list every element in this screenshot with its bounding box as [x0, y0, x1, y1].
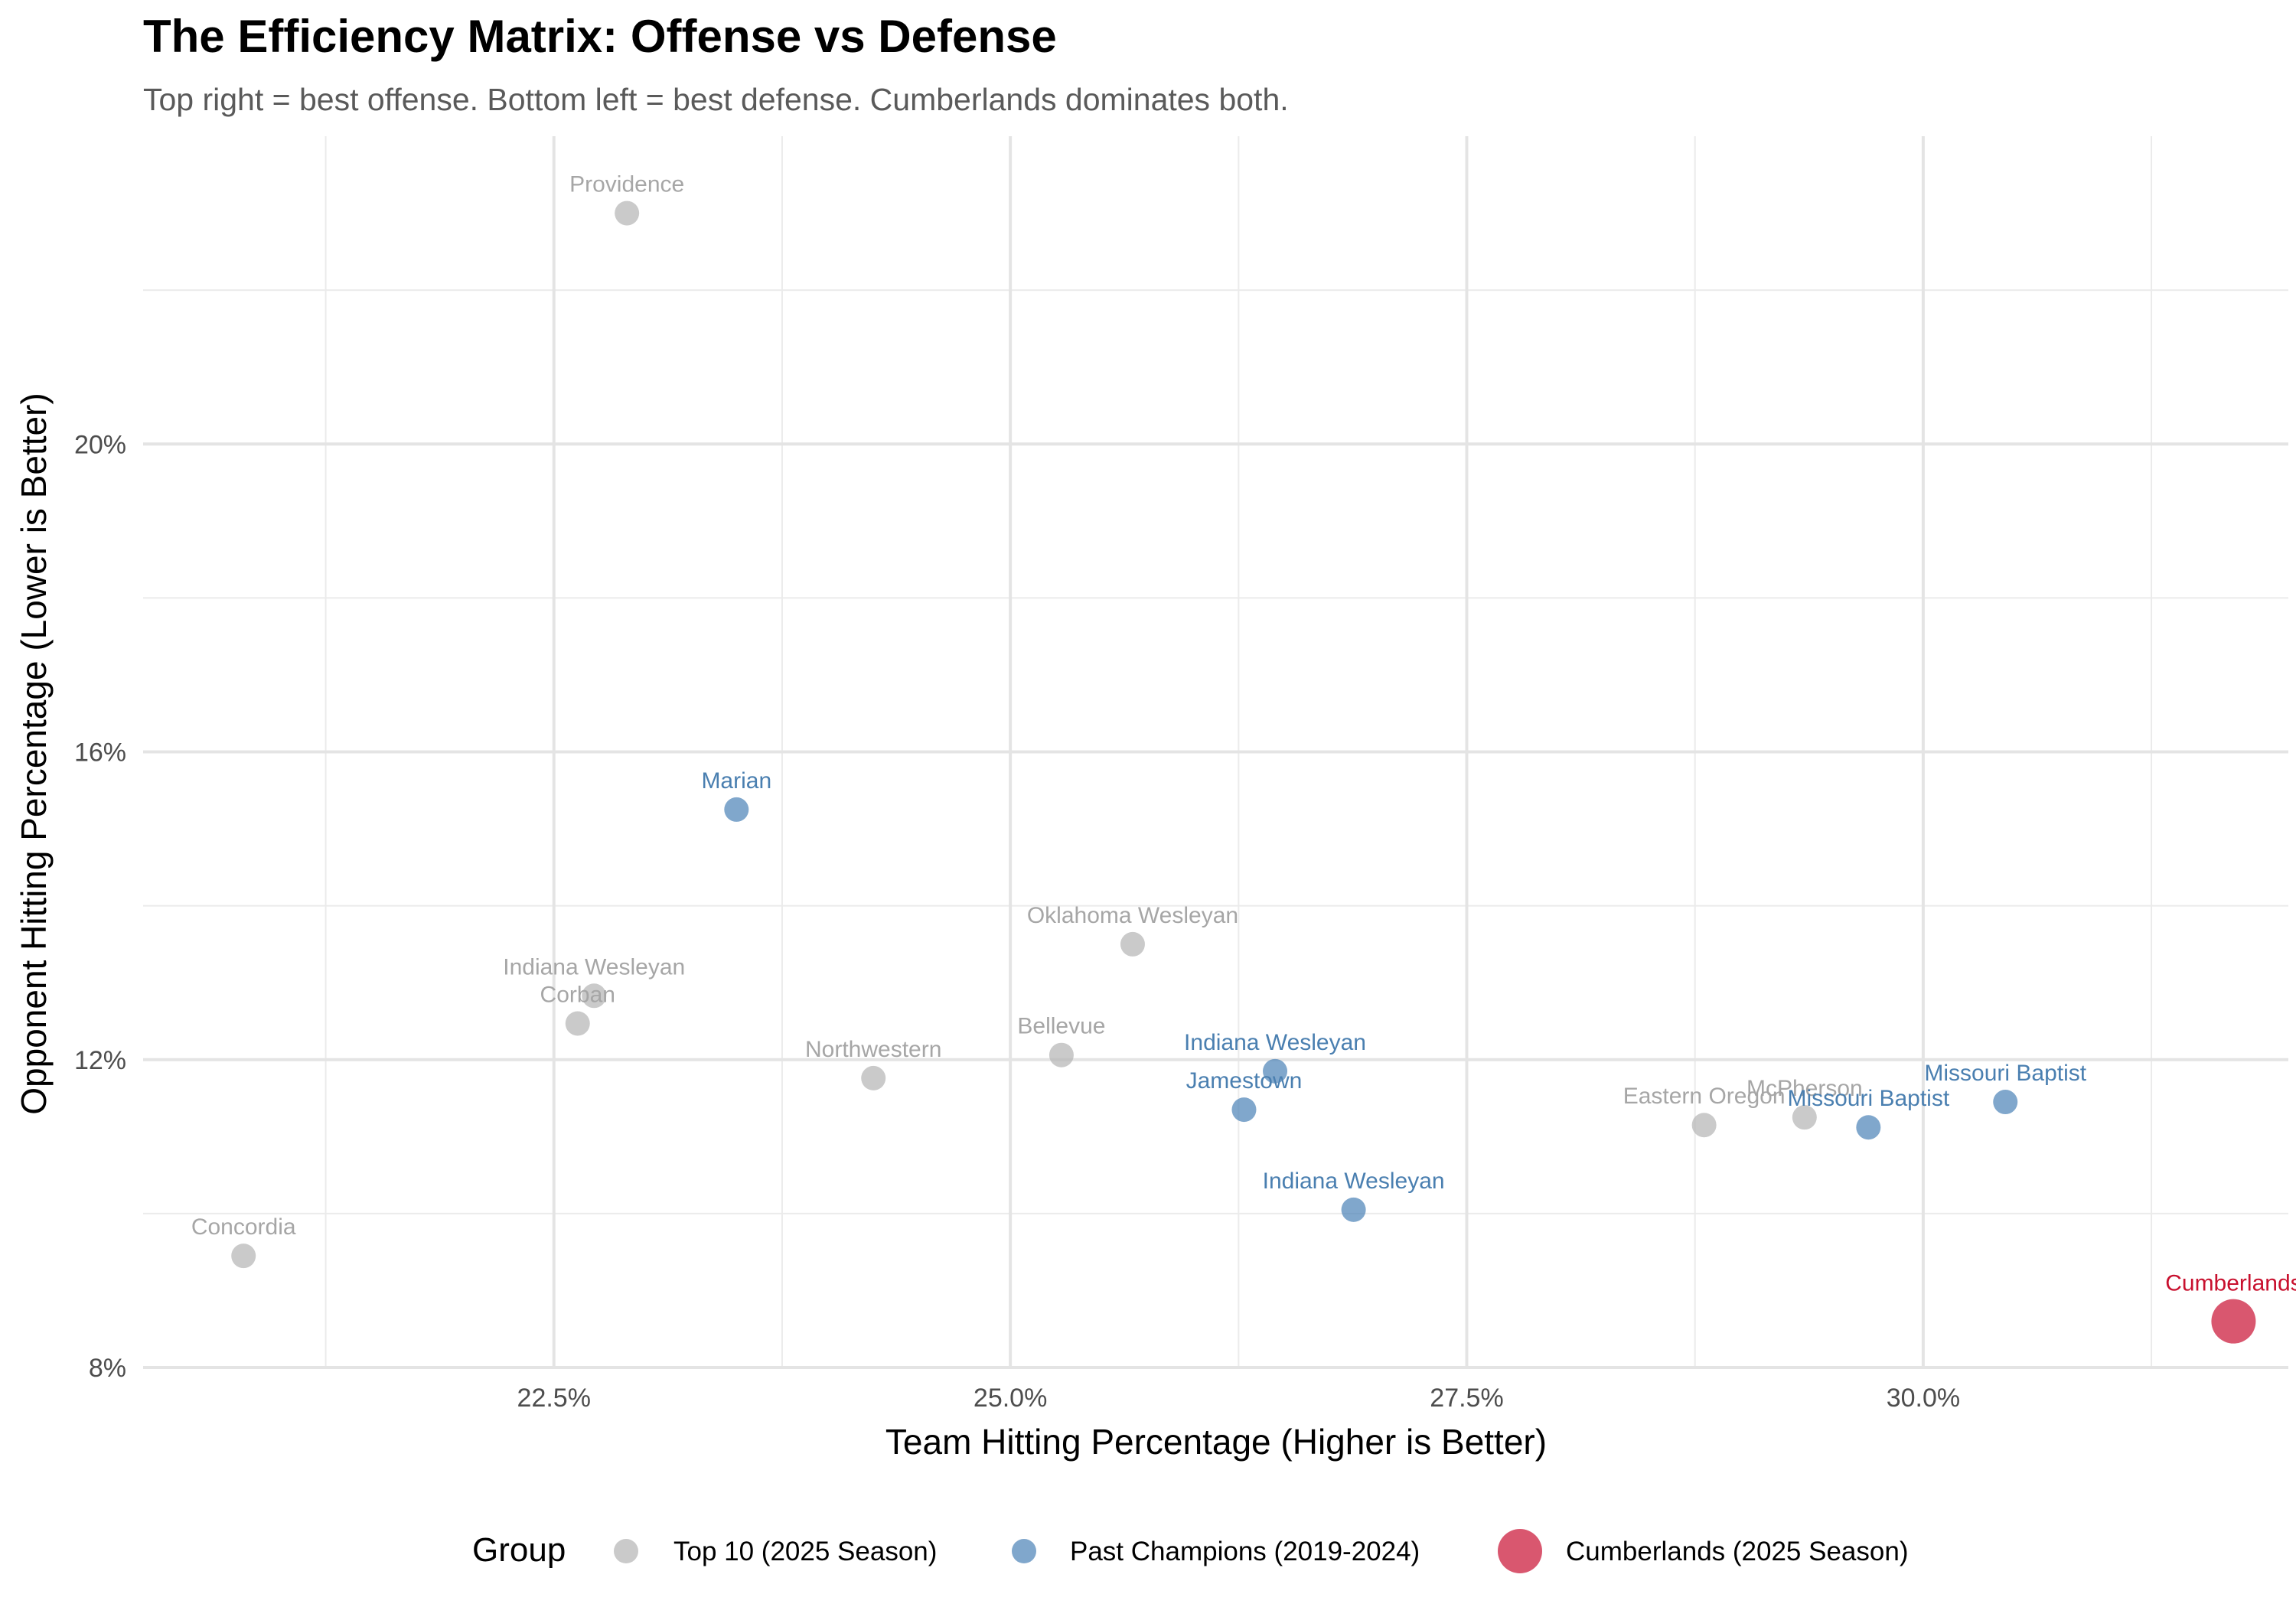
y-tick-label: 16%	[74, 738, 126, 768]
chart-title: The Efficiency Matrix: Offense vs Defens…	[143, 11, 1057, 62]
point-label-mcpherson: McPherson	[1746, 1076, 1863, 1101]
x-axis-title: Team Hitting Percentage (Higher is Bette…	[885, 1422, 1547, 1462]
point-eastern-oregon	[1691, 1113, 1717, 1138]
point-label-eastern-oregon: Eastern Oregon	[1623, 1084, 1786, 1109]
point-missouri-baptist	[1856, 1115, 1881, 1140]
point-indiana-wesleyan	[1341, 1197, 1366, 1222]
legend-title: Group	[472, 1531, 566, 1569]
point-label-providence: Providence	[569, 172, 684, 197]
x-tick-label: 25.0%	[974, 1384, 1047, 1413]
major-gridlines	[143, 136, 2288, 1369]
y-axis-title: Opponent Hitting Percentage (Lower is Be…	[14, 393, 54, 1115]
point-label-corban: Corban	[540, 982, 615, 1007]
legend-label-champ: Past Champions (2019-2024)	[1070, 1537, 1420, 1566]
y-axis-ticks: 8% 12% 16% 20%	[74, 430, 126, 1383]
point-providence	[615, 200, 640, 226]
x-axis-ticks: 22.5% 25.0% 27.5% 30.0%	[517, 1384, 1961, 1413]
point-labels: Providence Oklahoma Wesleyan Indiana Wesle…	[191, 172, 2296, 1296]
y-tick-label: 20%	[74, 430, 126, 459]
legend-label-cumb: Cumberlands (2025 Season)	[1566, 1537, 1908, 1566]
point-marian	[724, 797, 749, 822]
point-label-indiana-wesleyan: Indiana Wesleyan	[1263, 1169, 1445, 1194]
point-label-oklahoma-wesleyan: Oklahoma Wesleyan	[1027, 903, 1238, 928]
y-tick-label: 12%	[74, 1046, 126, 1075]
scatter-points	[231, 200, 2256, 1344]
legend: Group Top 10 (2025 Season) Past Champion…	[472, 1529, 1908, 1573]
point-concordia	[231, 1244, 256, 1269]
point-bellevue	[1049, 1042, 1074, 1068]
point-northwestern	[861, 1065, 886, 1090]
point-indiana-wesleyan	[1263, 1058, 1288, 1084]
chart-subtitle: Top right = best offense. Bottom left = …	[143, 82, 1289, 117]
point-label-marian: Marian	[701, 768, 771, 794]
legend-label-top10: Top 10 (2025 Season)	[673, 1537, 937, 1566]
point-label-jamestown: Jamestown	[1186, 1068, 1303, 1094]
point-cumberlands	[2211, 1299, 2256, 1344]
point-label-concordia: Concordia	[191, 1214, 296, 1240]
point-oklahoma-wesleyan	[1120, 931, 1145, 957]
point-label-missouri-baptist: Missouri Baptist	[1787, 1086, 1949, 1111]
point-label-missouri-baptist: Missouri Baptist	[1924, 1061, 2086, 1086]
point-label-indiana-wesleyan: Indiana Wesleyan	[1184, 1030, 1366, 1055]
point-jamestown	[1231, 1097, 1257, 1123]
point-label-cumberlands: Cumberlands	[2165, 1271, 2296, 1296]
y-tick-label: 8%	[89, 1354, 126, 1383]
point-corban	[565, 1011, 590, 1036]
point-label-bellevue: Bellevue	[1017, 1014, 1105, 1039]
x-tick-label: 30.0%	[1887, 1384, 1960, 1413]
x-tick-label: 22.5%	[517, 1384, 591, 1413]
legend-marker-top10	[614, 1539, 638, 1563]
point-label-northwestern: Northwestern	[805, 1037, 941, 1062]
x-tick-label: 27.5%	[1430, 1384, 1503, 1413]
legend-marker-cumb	[1498, 1529, 1542, 1573]
point-indiana-wesleyan	[582, 983, 607, 1009]
legend-marker-champ	[1012, 1539, 1036, 1563]
point-label-indiana-wesleyan: Indiana Wesleyan	[503, 954, 685, 980]
point-missouri-baptist	[1993, 1090, 2018, 1115]
point-mcpherson	[1792, 1105, 1817, 1130]
